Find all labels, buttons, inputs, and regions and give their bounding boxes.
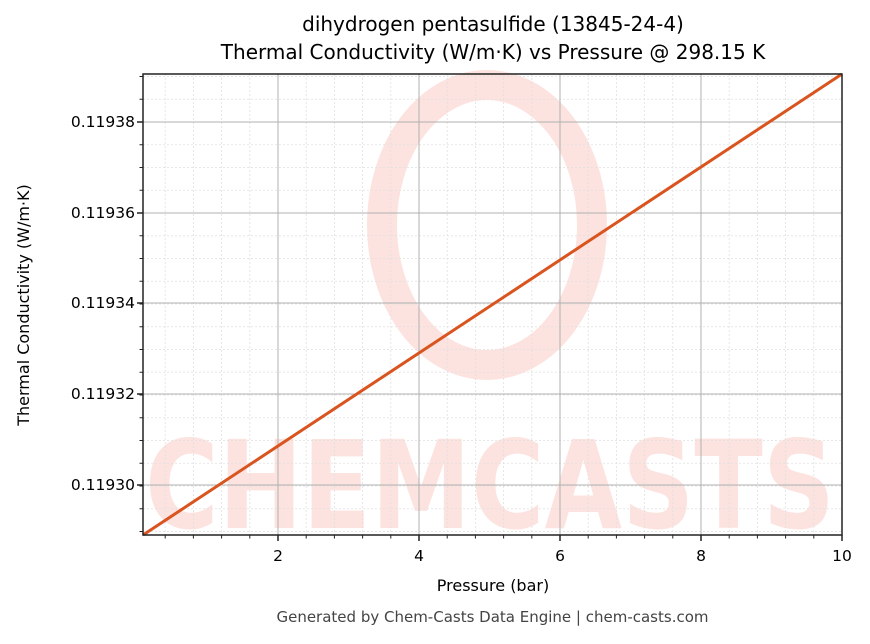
- axis-ticks: [137, 76, 843, 541]
- chart-title: dihydrogen pentasulfide (13845-24-4): [302, 12, 684, 36]
- x-axis-label: Pressure (bar): [436, 576, 550, 595]
- y-tick-label: 0.11930: [70, 476, 135, 494]
- chart-subtitle: Thermal Conductivity (W/m·K) vs Pressure…: [220, 40, 766, 64]
- y-tick-label: 0.11938: [70, 113, 135, 131]
- footer-credit: Generated by Chem-Casts Data Engine | ch…: [276, 608, 709, 626]
- y-axis-label: Thermal Conductivity (W/m·K): [14, 184, 33, 426]
- x-tick-label: 4: [414, 547, 424, 565]
- y-tick-label: 0.11936: [70, 204, 135, 222]
- y-tick-label: 0.11932: [70, 385, 135, 403]
- x-tick-label: 10: [832, 547, 852, 565]
- x-tick-label: 6: [555, 547, 565, 565]
- data-line: [142, 72, 843, 537]
- x-tick-label: 8: [696, 547, 706, 565]
- x-tick-label: 2: [273, 547, 283, 565]
- watermark-logo: [367, 70, 607, 380]
- y-tick-label: 0.11934: [70, 294, 135, 312]
